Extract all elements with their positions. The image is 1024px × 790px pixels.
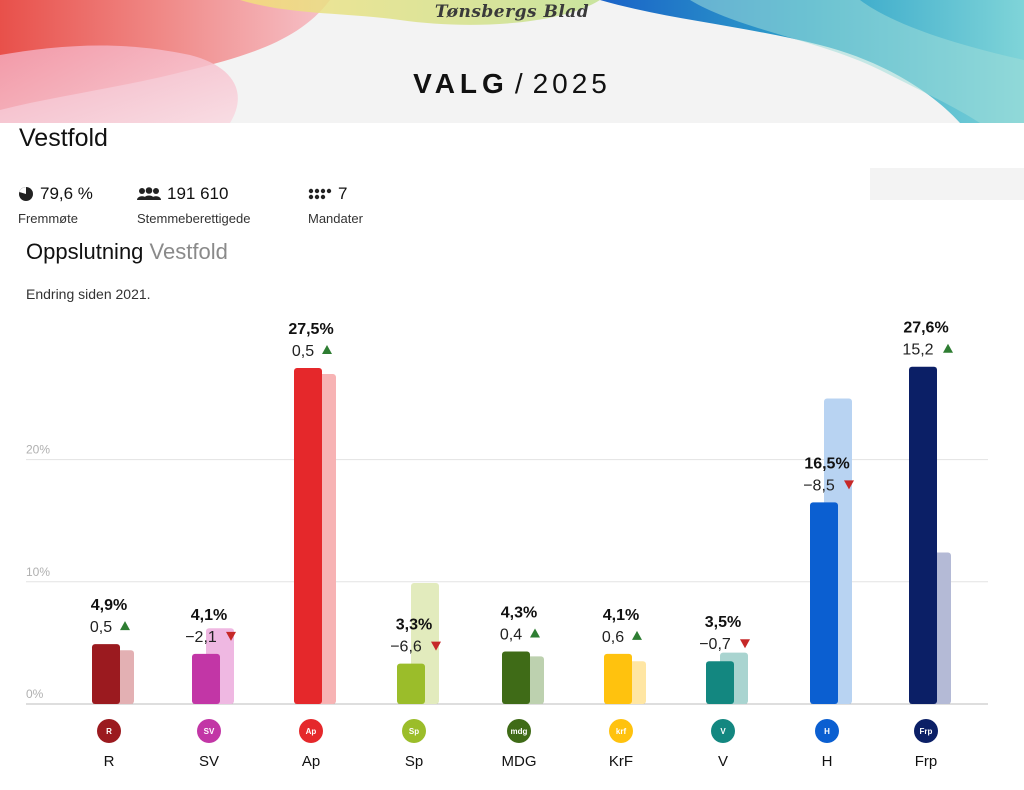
stat-eligible-voters: 191 610 Stemmeberettigede [137, 183, 250, 226]
bar-2025-r [92, 644, 120, 704]
background-panel [870, 168, 1024, 200]
bar-2025-v [706, 661, 734, 704]
value-label: 27,5% [288, 321, 333, 338]
bar-2025-sp [397, 663, 425, 704]
party-logo-text: V [720, 727, 726, 736]
party-label-mdg: MDG [502, 753, 537, 770]
eligible-voters-value: 191 610 [167, 184, 229, 203]
change-label: 15,2 [902, 342, 933, 359]
party-label-ap: Ap [302, 753, 320, 770]
party-logo-frp [914, 719, 938, 743]
change-label: −8,5 [803, 477, 835, 494]
party-label-krf: KrF [609, 753, 633, 770]
election-year: 2025 [532, 68, 611, 99]
party-logo-sp [402, 719, 426, 743]
chart-title-region: Vestfold [149, 239, 228, 264]
value-label: 27,6% [903, 320, 948, 337]
value-label: 16,5% [804, 455, 849, 472]
party-logo-v [711, 719, 735, 743]
stat-seats: 7 Mandater [308, 183, 363, 226]
value-label: 3,5% [705, 614, 741, 631]
party-logo-text: Ap [306, 727, 317, 736]
chart-subtitle: Endring siden 2021. [26, 286, 151, 302]
arrow-down-icon [844, 480, 854, 490]
bar-2025-mdg [502, 651, 530, 704]
stat-turnout: 79,6 % Fremmøte [18, 183, 93, 226]
arrow-down-icon [226, 631, 236, 641]
election-title: VALG/2025 [0, 68, 1024, 100]
party-label-sp: Sp [405, 753, 423, 770]
party-logo-ap [299, 719, 323, 743]
party-logo-r [97, 719, 121, 743]
pie-icon [19, 187, 33, 201]
party-logo-text: Sp [409, 727, 419, 736]
change-label: −2,1 [185, 629, 217, 646]
bar-2025-ap [294, 367, 322, 704]
change-label: 0,5 [90, 619, 112, 636]
arrow-up-icon [322, 344, 332, 354]
party-logo-sv [197, 719, 221, 743]
y-tick-label: 10% [26, 565, 50, 579]
banner-decoration [0, 0, 1024, 123]
chart-title: Oppslutning Vestfold [26, 239, 228, 265]
change-label: 0,4 [500, 626, 522, 643]
party-logo-krf [609, 719, 633, 743]
value-label: 4,3% [501, 604, 537, 621]
party-logo-text: SV [204, 727, 215, 736]
arrow-up-icon [120, 621, 130, 631]
arrow-down-icon [431, 641, 441, 651]
people-icon [137, 187, 161, 200]
region-name: Vestfold [19, 124, 108, 152]
arrow-up-icon [943, 343, 953, 353]
bar-2025-krf [604, 653, 632, 704]
value-label: 4,1% [603, 607, 639, 624]
party-logo-text: krf [616, 727, 627, 736]
party-label-frp: Frp [915, 753, 938, 770]
party-logo-h [815, 719, 839, 743]
party-label-v: V [718, 753, 728, 770]
party-label-sv: SV [199, 753, 219, 770]
title-separator: / [514, 68, 527, 99]
masthead-logo: Tønsbergs Blad [434, 2, 590, 22]
party-label-r: R [104, 753, 115, 770]
change-label: −0,7 [699, 636, 731, 653]
value-label: 3,3% [396, 617, 432, 634]
election-word: VALG [413, 68, 509, 99]
seats-value: 7 [338, 184, 348, 203]
arrow-down-icon [740, 639, 750, 649]
turnout-label: Fremmøte [18, 211, 78, 226]
seats-label: Mandater [308, 211, 363, 226]
results-bar-chart: 0% 10% 20% 4,9% 0,5 R R 4,1% −2,1 SV SV 27,5% 0,5 Ap A… [26, 320, 988, 770]
party-logo-text: R [106, 727, 112, 736]
arrow-up-icon [632, 630, 642, 640]
bar-2025-h [810, 502, 838, 704]
seats-icon [308, 188, 332, 200]
party-label-h: H [822, 753, 833, 770]
eligible-voters-label: Stemmeberettigede [137, 211, 251, 226]
chart-title-main: Oppslutning [26, 239, 144, 264]
party-logo-text: H [824, 727, 830, 736]
change-label: 0,5 [292, 343, 314, 360]
value-label: 4,9% [91, 597, 127, 614]
y-tick-label: 20% [26, 443, 50, 457]
party-logo-text: mdg [511, 727, 528, 736]
change-label: 0,6 [602, 629, 624, 646]
change-label: −6,6 [390, 639, 422, 656]
header-banner: Tønsbergs Blad VALG/2025 [0, 0, 1024, 123]
turnout-value: 79,6 % [40, 184, 93, 203]
bar-2025-frp [909, 366, 937, 704]
arrow-up-icon [530, 628, 540, 638]
y-tick-label: 0% [26, 687, 44, 701]
party-logo-mdg [507, 719, 531, 743]
bar-2025-sv [192, 653, 220, 704]
party-logo-text: Frp [920, 727, 933, 736]
value-label: 4,1% [191, 607, 227, 624]
